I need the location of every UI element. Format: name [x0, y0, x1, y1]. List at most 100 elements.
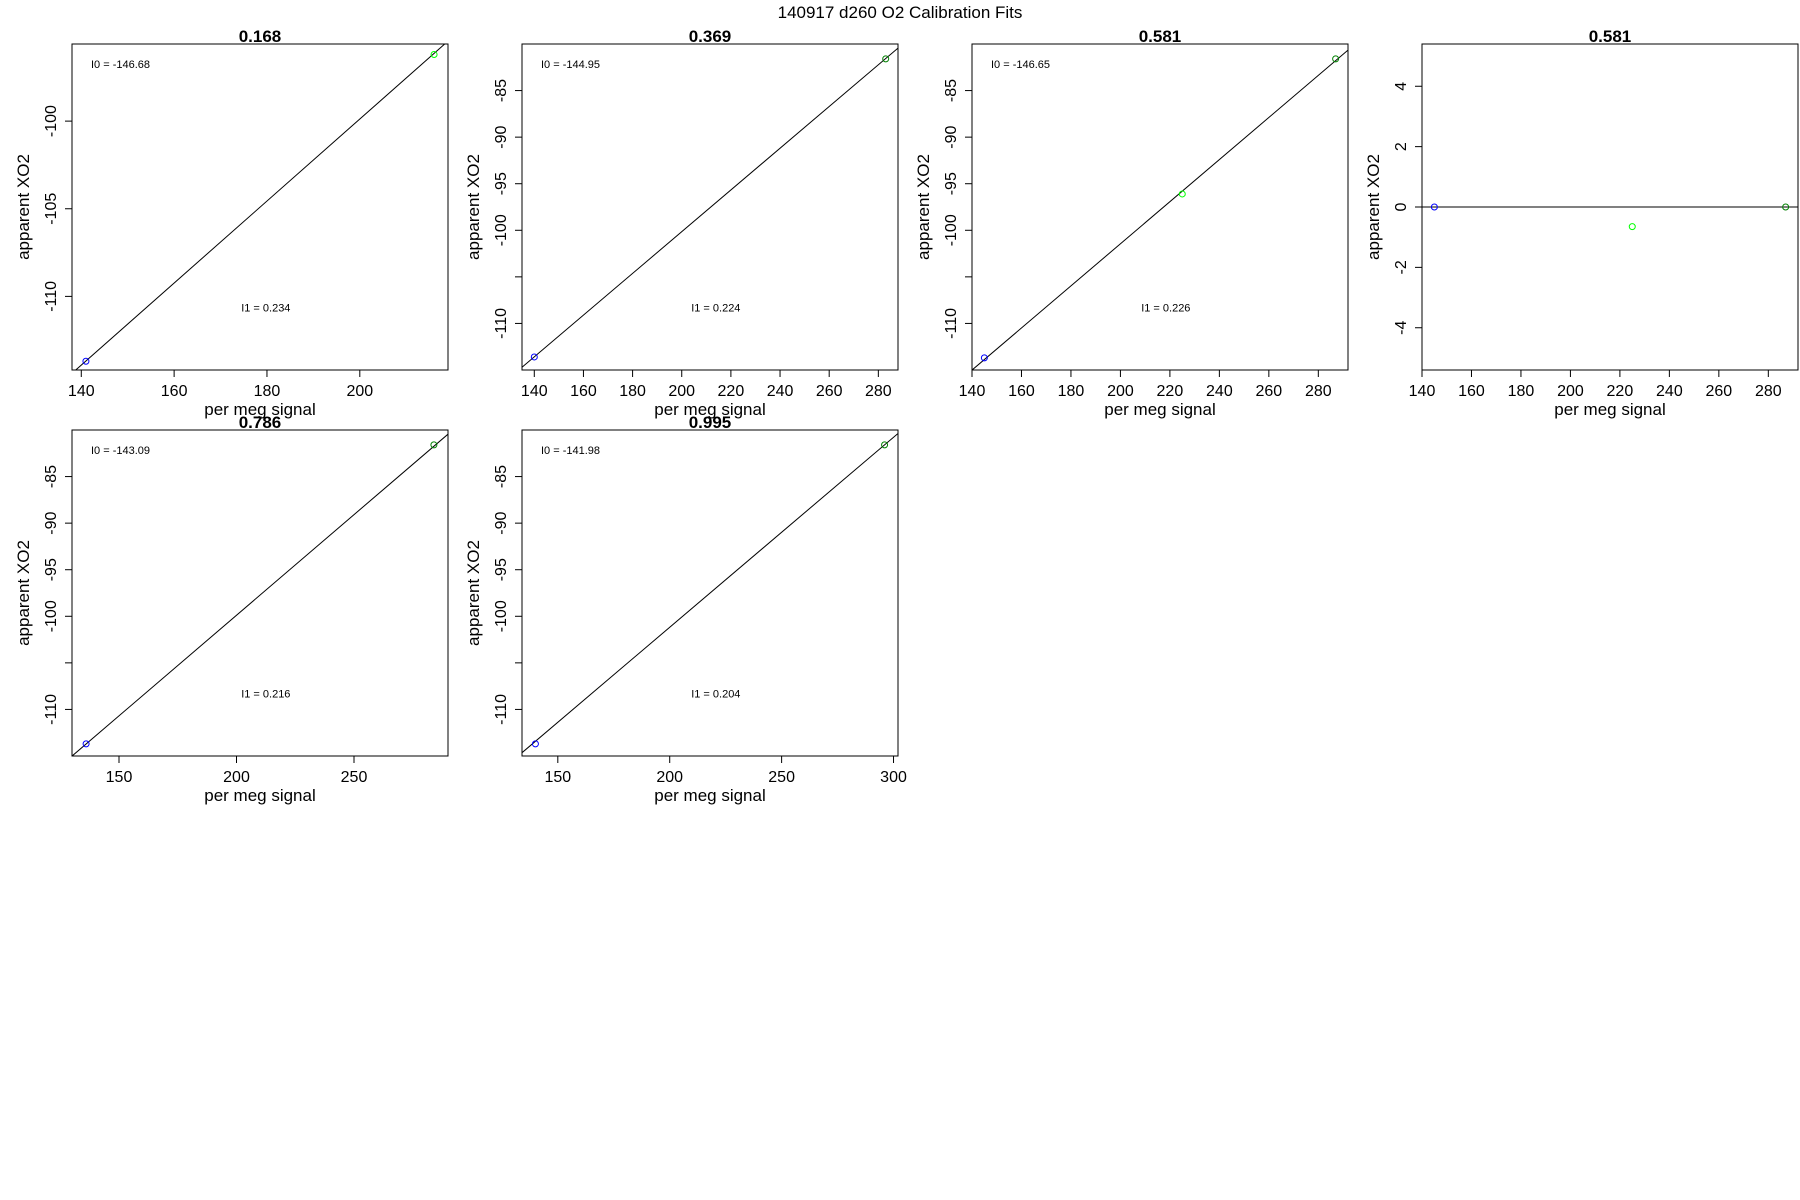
data-point [530, 353, 538, 361]
x-tick-label: 180 [254, 383, 281, 400]
x-tick-label: 220 [1607, 383, 1634, 400]
x-axis-label: per meg signal [654, 400, 766, 419]
y-tick-label: -110 [43, 694, 60, 725]
y-tick-label: -95 [493, 172, 510, 195]
x-axis-label: per meg signal [1104, 400, 1216, 419]
y-tick-label: -100 [493, 214, 510, 246]
data-point [881, 441, 889, 449]
fit-line [522, 47, 898, 368]
y-tick-label: -110 [43, 281, 60, 312]
x-tick-label: 260 [816, 383, 843, 400]
x-tick-label: 160 [1008, 383, 1035, 400]
fit-line [522, 433, 898, 754]
x-tick-label: 200 [1557, 383, 1584, 400]
panel-title: 0.369 [689, 27, 732, 46]
panel-title: 0.581 [1139, 27, 1182, 46]
intercept-annotation: I0 = -144.95 [541, 59, 600, 71]
data-point [980, 354, 988, 362]
panel-title: 0.581 [1589, 27, 1632, 46]
x-tick-label: 200 [668, 383, 695, 400]
y-tick-label: -95 [943, 172, 960, 195]
y-tick-label: -85 [943, 79, 960, 102]
y-tick-label: -4 [1393, 321, 1410, 335]
x-tick-label: 140 [959, 383, 986, 400]
y-axis-label: apparent XO2 [464, 154, 483, 260]
y-tick-label: -90 [493, 511, 510, 534]
y-tick-label: 2 [1393, 142, 1410, 151]
plot-marks [972, 49, 1348, 370]
y-tick-label: -105 [43, 193, 60, 225]
plot-marks [72, 433, 448, 756]
x-tick-label: 180 [619, 383, 646, 400]
x-tick-label: 150 [106, 769, 133, 786]
x-axis-label: per meg signal [654, 786, 766, 805]
y-tick-label: -90 [943, 125, 960, 148]
x-tick-label: 200 [346, 383, 373, 400]
data-point [1178, 190, 1186, 198]
fit-line [74, 44, 446, 370]
x-tick-label: 140 [521, 383, 548, 400]
panel-6: 0.995 150 200 250 300 per meg signal -85 -90 -95… [464, 413, 907, 805]
x-tick-label: 220 [718, 383, 745, 400]
x-tick-label: 160 [570, 383, 597, 400]
x-tick-label: 200 [223, 769, 250, 786]
y-tick-label: -90 [43, 511, 60, 534]
slope-annotation: I1 = 0.224 [691, 302, 740, 314]
x-tick-label: 260 [1705, 383, 1732, 400]
y-axis-label: apparent XO2 [14, 540, 33, 646]
x-tick-label: 280 [865, 383, 892, 400]
slope-annotation: I1 = 0.226 [1141, 302, 1190, 314]
slope-annotation: I1 = 0.216 [241, 688, 290, 700]
x-tick-label: 220 [1157, 383, 1184, 400]
plot-frame [71, 43, 449, 371]
x-tick-label: 140 [68, 383, 95, 400]
x-tick-label: 160 [161, 383, 188, 400]
x-tick-label: 200 [1107, 383, 1134, 400]
y-tick-label: -95 [493, 558, 510, 581]
x-tick-label: 240 [767, 383, 794, 400]
intercept-annotation: I0 = -143.09 [91, 445, 150, 457]
plot-frame [521, 43, 899, 371]
data-point [1782, 203, 1790, 211]
data-point [1332, 55, 1340, 63]
plot-marks [522, 433, 898, 754]
panel-3: 0.581 140 160 180 200 220 240 260 280 per meg sig… [914, 27, 1349, 419]
slope-annotation: I1 = 0.204 [691, 688, 740, 700]
x-tick-label: 280 [1755, 383, 1782, 400]
panel-5: 0.786 150 200 250 per meg signal -85 -90 -95 -10… [14, 413, 449, 805]
x-tick-label: 300 [880, 769, 907, 786]
plot-marks [1422, 203, 1798, 231]
intercept-annotation: I0 = -146.65 [991, 59, 1050, 71]
y-tick-label: -85 [493, 79, 510, 102]
y-axis-label: apparent XO2 [464, 540, 483, 646]
x-tick-label: 180 [1058, 383, 1085, 400]
plot-frame [71, 429, 449, 757]
y-tick-label: -110 [493, 308, 510, 339]
data-point [82, 740, 90, 748]
panel-1: 0.168 140 160 180 200 per meg signal -100 -105 -… [14, 27, 449, 419]
x-tick-label: 200 [656, 769, 683, 786]
panel-title: 0.995 [689, 413, 732, 432]
data-point [882, 55, 890, 63]
plot-frame [521, 429, 899, 757]
panel-title: 0.786 [239, 413, 282, 432]
y-tick-label: -100 [943, 214, 960, 246]
y-tick-label: -100 [43, 105, 60, 137]
y-tick-label: -85 [43, 465, 60, 488]
data-point [82, 357, 90, 365]
y-axis-label: apparent XO2 [14, 154, 33, 260]
x-axis-label: per meg signal [1554, 400, 1666, 419]
x-tick-label: 160 [1458, 383, 1485, 400]
panel-2: 0.369 140 160 180 200 220 240 260 280 per meg sig… [464, 27, 899, 419]
fit-line [972, 49, 1348, 370]
x-tick-label: 150 [544, 769, 571, 786]
x-axis-label: per meg signal [204, 786, 316, 805]
y-tick-label: -90 [493, 125, 510, 148]
x-tick-label: 280 [1305, 383, 1332, 400]
plot-marks [522, 47, 898, 368]
y-tick-label: 4 [1393, 82, 1410, 91]
x-axis-label: per meg signal [204, 400, 316, 419]
